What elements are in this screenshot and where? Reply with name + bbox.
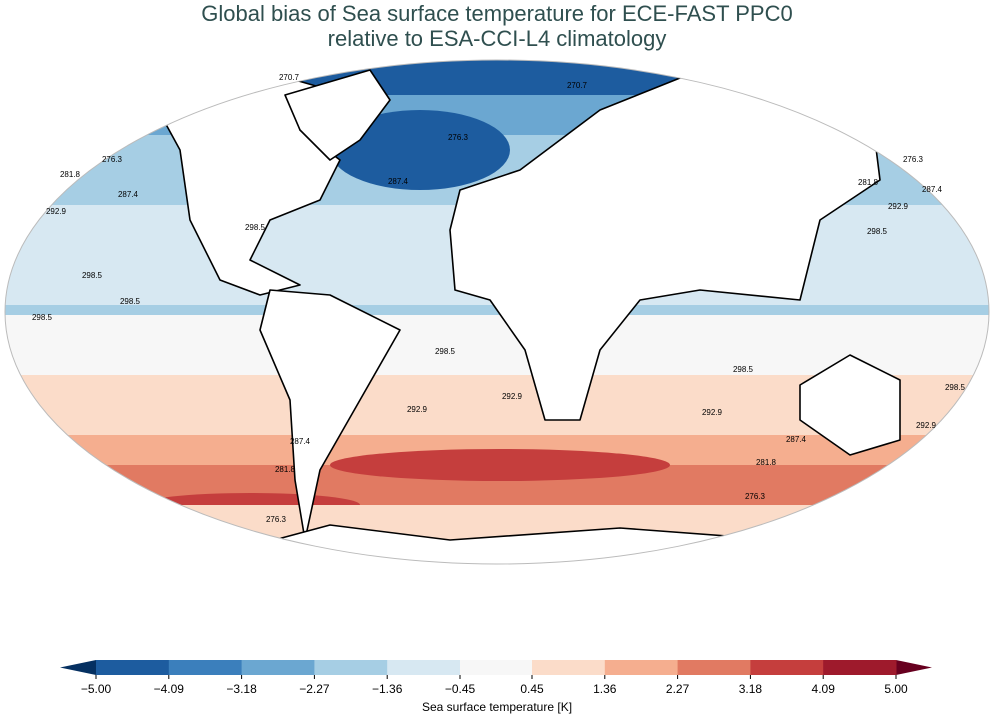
bias-patch [330,449,670,481]
colorbar-segment [750,660,824,675]
colorbar-segment [460,660,533,675]
contour-label: 281.8 [275,465,296,474]
south-america [259,289,401,541]
contour-label: 287.4 [388,177,409,186]
contour-label: 276.3 [745,492,766,501]
contour-label: 292.9 [407,405,428,414]
contour-label: 276.3 [266,515,287,524]
bias-patch [330,110,510,190]
contour-label: 287.4 [118,190,139,199]
greenland [284,69,391,161]
colorbar-extend-low [60,660,96,675]
globe-outline [4,59,990,565]
contour-label: 298.5 [82,271,103,280]
title-line: Global bias of Sea surface temperature f… [201,1,792,26]
bias-band [5,60,989,95]
title-line: relative to ESA-CCI-L4 climatology [328,26,667,51]
colorbar-segment [677,660,751,675]
bias-band [5,315,989,375]
contour-label: 276.3 [102,155,123,164]
colorbar-tick-label: 1.36 [593,682,617,696]
colorbar-tick-label: −5.00 [81,682,112,696]
contour-label: 270.7 [567,81,588,90]
contour-label: 298.5 [733,365,754,374]
colorbar-segment [314,660,388,675]
colorbar-segment [823,660,897,675]
contour-label: 276.3 [448,133,469,142]
colorbar-label: Sea surface temperature [K] [422,700,572,714]
colorbar-tick-label: −2.27 [299,682,330,696]
contour-label: 287.4 [290,437,311,446]
colorbar-tick-label: −3.18 [226,682,257,696]
contour-label: 298.5 [120,297,141,306]
colorbar-tick-label: 2.27 [666,682,690,696]
contour-label: 298.5 [945,383,966,392]
contour-label: 292.9 [46,207,67,216]
colorbar-tick-label: 3.18 [739,682,763,696]
colorbar-tick-label: 0.45 [520,682,544,696]
contour-label: 281.8 [858,178,879,187]
contour-label: 298.5 [245,223,266,232]
australia [799,354,901,456]
contour-label: 292.9 [916,421,937,430]
colorbar-tick-label: −4.09 [154,682,185,696]
colorbar-tick-label: 5.00 [884,682,908,696]
colorbar-tick-label: −0.45 [445,682,476,696]
contour-label: 292.9 [502,392,523,401]
contour-label: 276.3 [903,155,924,164]
contour-label: 292.9 [702,408,723,417]
colorbar-segment [604,660,679,675]
contour-label: 287.4 [786,435,807,444]
colorbar-segment [241,660,315,675]
colorbar-tick-label: −1.36 [372,682,403,696]
colorbar-tick-label: 4.09 [812,682,836,696]
contour-label: 287.4 [922,185,943,194]
contour-label: 298.5 [32,313,53,322]
contour-label: 281.8 [60,170,81,179]
contour-label: 298.5 [435,347,456,356]
colorbar-segment [96,660,170,675]
contour-label: 292.9 [888,202,909,211]
colorbar-extend-high [896,660,932,675]
contour-label: 270.7 [279,73,300,82]
colorbar-segment [387,660,461,675]
colorbar-segment [168,660,243,675]
contour-label: 298.5 [867,227,888,236]
contour-label: 281.8 [756,458,777,467]
colorbar-segment [532,660,606,675]
